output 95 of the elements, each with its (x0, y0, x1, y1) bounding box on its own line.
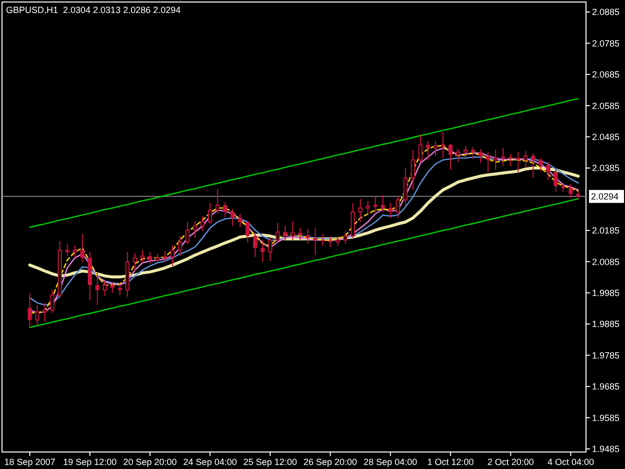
candlestick (50, 290, 54, 314)
candlestick (200, 216, 205, 232)
x-tick-label: 2 Oct 20:00 (487, 457, 534, 467)
y-tick-label: 1.9485 (592, 444, 620, 454)
candlestick (531, 152, 536, 179)
candlestick (373, 196, 378, 214)
candlestick (35, 304, 40, 326)
candlestick (276, 222, 280, 244)
candlestick (132, 252, 138, 272)
candlestick (140, 250, 145, 264)
candlestick (95, 272, 100, 306)
candlestick (463, 145, 468, 159)
candlestick (238, 213, 242, 228)
candlestick (65, 243, 70, 257)
candlestick (516, 152, 520, 173)
x-tick-label: 25 Sep 12:00 (243, 457, 297, 467)
x-tick-label: 24 Sep 04:00 (183, 457, 237, 467)
y-tick-label: 1.9985 (592, 288, 620, 298)
candlestick (42, 302, 47, 322)
y-tick-label: 2.0785 (592, 38, 620, 48)
x-tick-label: 19 Sep 12:00 (63, 457, 117, 467)
x-tick-label: 20 Sep 20:00 (123, 457, 177, 467)
candlestick (298, 227, 302, 241)
x-tick-label: 18 Sep 2007 (4, 457, 56, 467)
candlestick (102, 280, 107, 296)
candlestick (433, 140, 438, 156)
y-tick-label: 2.0485 (592, 132, 620, 142)
candlestick (524, 150, 528, 169)
candlestick (28, 292, 32, 328)
x-tick-label: 28 Sep 04:00 (364, 457, 418, 467)
candlestick (178, 236, 182, 257)
candlestick (253, 232, 258, 258)
candlestick (486, 152, 490, 173)
line-series (29, 98, 579, 228)
candlestick (246, 220, 250, 244)
y-tick-label: 1.9885 (592, 319, 620, 330)
y-tick-label: 2.0685 (592, 70, 620, 80)
y-tick-label: 2.0085 (592, 256, 620, 267)
candlestick (320, 233, 325, 247)
y-tick-label: 2.0185 (592, 226, 620, 236)
line-series (29, 198, 579, 328)
y-tick-label: 1.9585 (592, 412, 620, 423)
candlestick (283, 226, 288, 241)
candlestick (501, 148, 506, 167)
candlestick (185, 222, 190, 244)
candlestick (418, 134, 423, 163)
candlestick (366, 200, 370, 214)
candlestick (380, 194, 385, 213)
candlestick (223, 202, 228, 218)
candlestick (80, 233, 84, 262)
x-tick-label: 4 Oct 04:00 (547, 457, 594, 467)
candlestick (538, 158, 543, 172)
candlestick (72, 244, 77, 258)
candlestick (494, 149, 498, 170)
candlestick (388, 202, 392, 218)
candlestick (568, 183, 573, 198)
candlestick (290, 220, 295, 241)
x-tick-label: 26 Sep 20:00 (304, 457, 358, 467)
candlestick (508, 153, 513, 167)
candlestick (328, 236, 332, 248)
candlestick (192, 220, 198, 238)
candlestick (313, 227, 318, 256)
y-tick-label: 1.9685 (592, 382, 620, 392)
chart-title: GBPUSD,H1 2.0304 2.0313 2.0286 2.0294 (6, 5, 181, 15)
x-tick-label: 1 Oct 12:00 (427, 457, 474, 467)
candlestick (546, 162, 550, 180)
candlestick (554, 168, 558, 193)
candlestick (426, 140, 430, 160)
candlestick (110, 281, 114, 294)
candlestick (148, 251, 152, 264)
candlestick (440, 132, 446, 159)
candlestick (260, 240, 265, 262)
ref-line-label: 2.0294 (591, 192, 619, 202)
candlestick (396, 196, 400, 218)
candlestick (336, 236, 340, 247)
candlestick (162, 250, 168, 262)
candlestick (478, 148, 483, 164)
candlestick (456, 148, 460, 163)
candlestick (230, 208, 235, 227)
candlestick (268, 237, 272, 262)
candlestick (448, 143, 453, 170)
y-tick-label: 2.0385 (592, 163, 620, 174)
candlestick (216, 188, 220, 214)
candlestick (561, 182, 566, 193)
candlestick (155, 253, 160, 264)
candlestick (306, 228, 310, 244)
candlestick (358, 198, 362, 223)
y-tick-label: 2.0885 (592, 7, 620, 18)
candlestick (410, 149, 416, 190)
y-tick-label: 2.0585 (592, 100, 620, 111)
candlestick (403, 168, 408, 208)
candlestick (343, 230, 348, 244)
candlestick (208, 202, 212, 224)
candlestick (170, 244, 175, 267)
y-tick-label: 1.9785 (592, 350, 620, 360)
